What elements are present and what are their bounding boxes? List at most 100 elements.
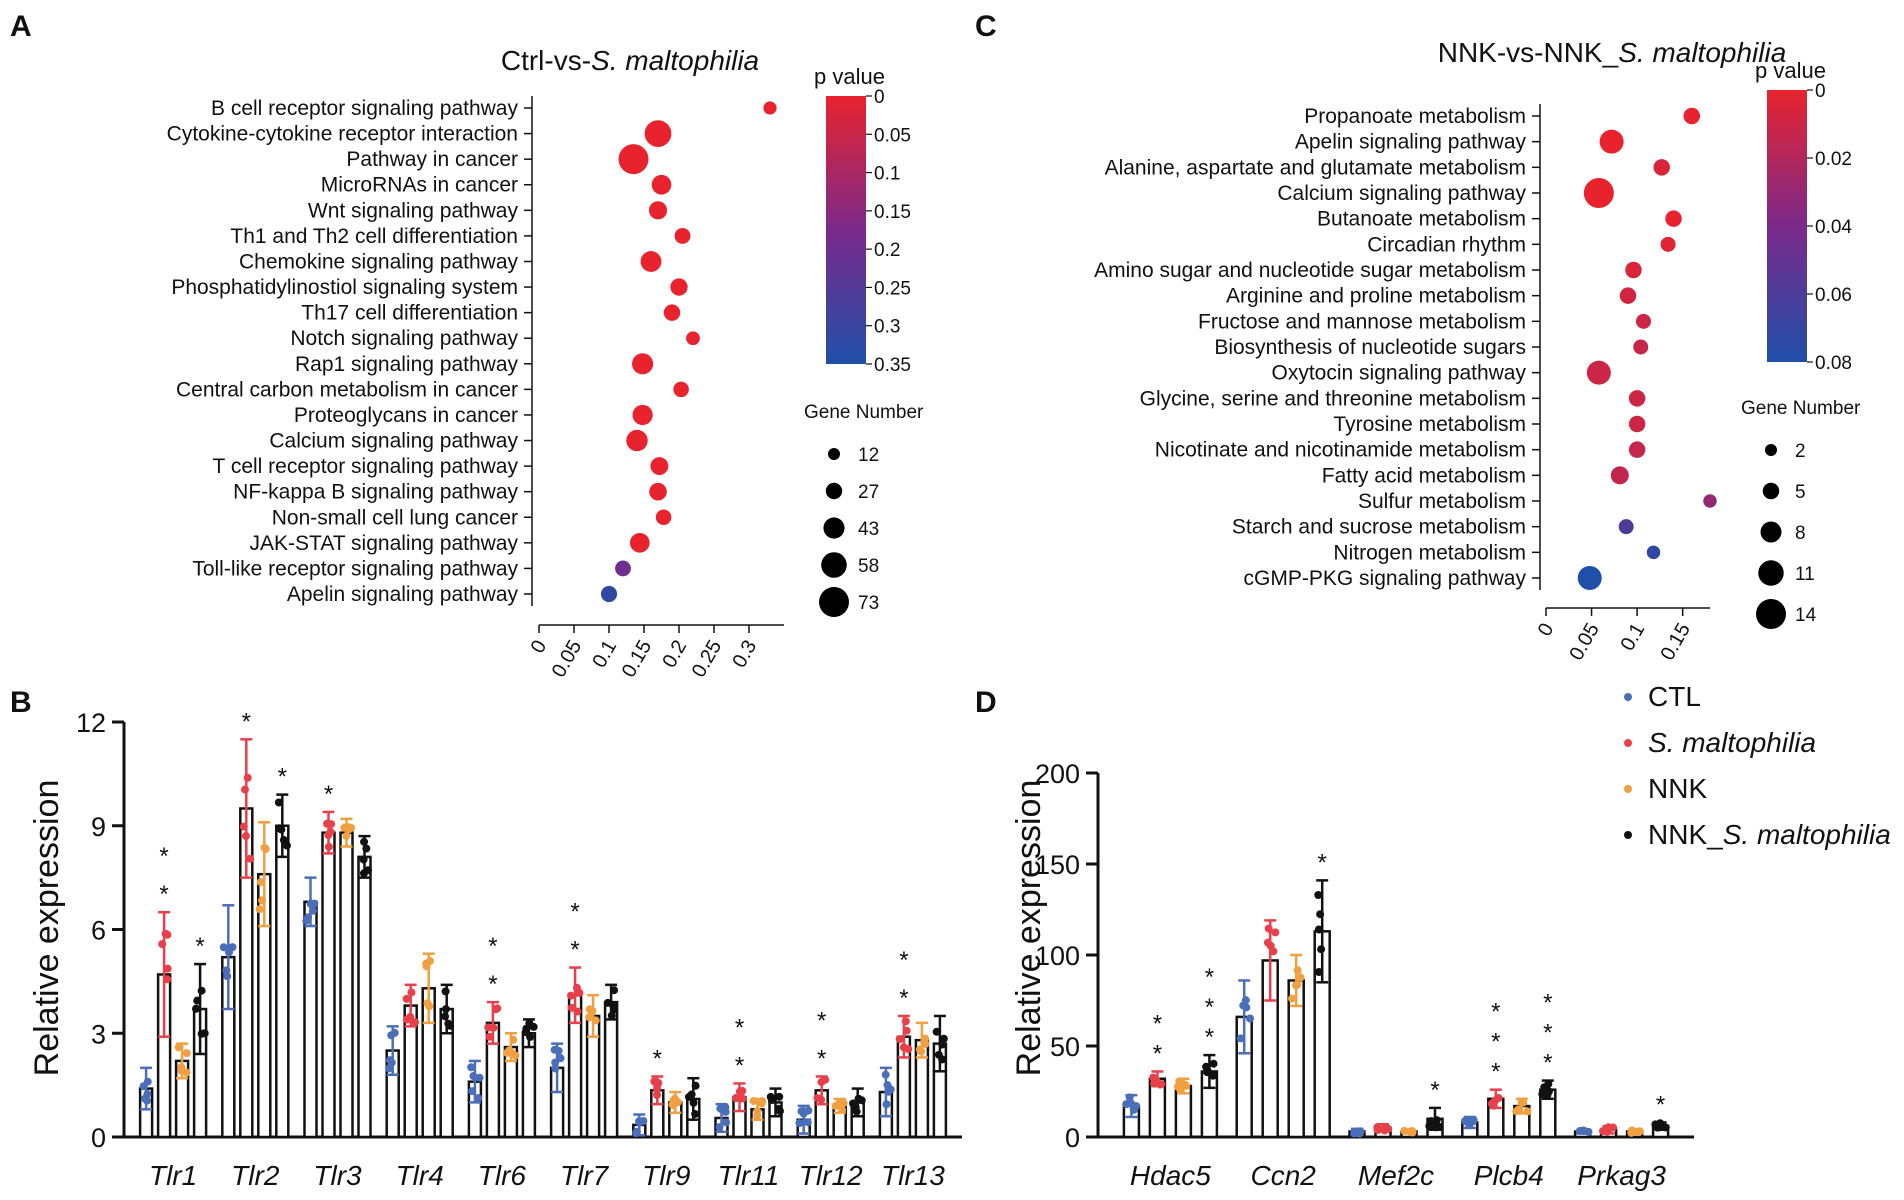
significance-star: * [570, 937, 579, 964]
bubble-point [1660, 236, 1676, 252]
chart-title: Ctrl-vs-S. maltophilia [501, 45, 759, 76]
significance-star: * [159, 881, 168, 908]
colorbar-tick-label: 0.02 [1815, 149, 1852, 170]
data-dot [140, 1094, 149, 1103]
bubble-point [1646, 545, 1661, 560]
data-dot [223, 972, 232, 981]
data-dot [222, 966, 231, 975]
data-dot [591, 1016, 600, 1025]
gene-number-legend-dot [823, 517, 845, 539]
colorbar-tick-label: 0.35 [874, 355, 911, 376]
data-dot [526, 1033, 535, 1042]
data-dot [1604, 1125, 1613, 1134]
gene-number-legend-dot [828, 448, 840, 460]
significance-star: * [1656, 1091, 1665, 1118]
gene-category-label: Tlr1 [149, 1160, 197, 1191]
data-dot [609, 1002, 618, 1011]
data-dot [573, 1007, 582, 1016]
data-dot [467, 1063, 476, 1072]
x-tick-label: 0.15 [618, 637, 657, 682]
data-dot [1314, 968, 1323, 977]
data-dot [1246, 1014, 1255, 1023]
bar [275, 824, 290, 1139]
data-dot [767, 1095, 776, 1104]
gene-category-label: Tlr2 [231, 1160, 280, 1191]
significance-star: * [488, 933, 497, 960]
gene-category-label: Tlr11 [718, 1160, 780, 1191]
bubble-point [1628, 390, 1646, 407]
data-dot [362, 844, 371, 853]
pathway-label: Arginine and proline metabolism [1226, 285, 1526, 308]
data-dot [1125, 1093, 1134, 1102]
y-tick-label: 9 [91, 812, 106, 842]
legend-dot-ctl [1624, 693, 1632, 701]
data-dot [485, 1032, 494, 1041]
legend-label-plain: NNK_ [1648, 819, 1723, 850]
gene-category-label: Tlr9 [642, 1160, 690, 1191]
data-dot [932, 1027, 941, 1036]
significance-star: * [195, 933, 204, 960]
data-dot [1314, 925, 1323, 934]
data-dot [308, 906, 317, 915]
data-dot [819, 1076, 828, 1085]
colorbar-tick-label: 0.15 [874, 202, 911, 223]
data-dot [831, 1101, 840, 1110]
significance-star: * [1491, 1029, 1500, 1056]
gene-number-legend-label: 8 [1795, 523, 1806, 544]
pathway-label: Toll-like receptor signaling pathway [192, 557, 518, 580]
data-dot [838, 1106, 847, 1115]
significance-star: * [1543, 1050, 1552, 1077]
data-dot [182, 1068, 191, 1077]
legend-label-italic: S. maltophilia [1648, 727, 1816, 758]
bubble-point [632, 404, 653, 426]
data-dot [493, 1004, 502, 1013]
bubble-point [686, 331, 700, 346]
gene-number-legend-dot [825, 482, 843, 500]
data-dot [1156, 1080, 1165, 1089]
bubble-point [1619, 287, 1637, 304]
pathway-label: Apelin signaling pathway [287, 583, 519, 606]
data-dot [240, 785, 249, 794]
data-dot [177, 1063, 186, 1072]
significance-star: * [817, 1007, 826, 1034]
significance-star: * [899, 985, 908, 1012]
data-dot [193, 996, 202, 1005]
data-dot [163, 964, 172, 973]
pathway-label: Sulfur metabolism [1358, 490, 1526, 513]
bubble-point [1628, 415, 1646, 433]
data-dot [163, 975, 172, 984]
data-dot [502, 1048, 511, 1057]
data-dot [197, 986, 206, 995]
data-dot [1400, 1126, 1409, 1135]
y-tick-label: 12 [76, 708, 106, 738]
data-dot [902, 1026, 911, 1035]
data-dot [306, 899, 315, 908]
gene-category-label: Plcb4 [1474, 1160, 1544, 1191]
pathway-label: Amino sugar and nucleotide sugar metabol… [1094, 259, 1526, 282]
data-dot [804, 1106, 813, 1115]
colorbar-tick-label: 0.05 [874, 125, 911, 146]
bubble-point [1586, 360, 1611, 385]
data-dot [774, 1104, 783, 1113]
data-dot [511, 1051, 520, 1060]
data-dot [1202, 1062, 1211, 1071]
data-dot [228, 943, 237, 952]
bubble-point [1618, 519, 1634, 535]
pathway-label: Fatty acid metabolism [1322, 464, 1526, 487]
data-dot [192, 1004, 201, 1013]
x-tick-label: 0.05 [1565, 620, 1604, 665]
data-dot [474, 1094, 483, 1103]
pathway-label: Calcium signaling pathway [269, 430, 518, 453]
legend-label-nnk: NNK [1648, 773, 1707, 804]
gene-number-legend-label: 27 [858, 482, 879, 503]
panel-b-bar-chart: 0 3 6 9 12 Relative expression Tlr1 Tlr2 Tlr3 Tlr… [28, 708, 962, 1191]
data-dot [441, 987, 450, 996]
data-dot [795, 1119, 804, 1128]
panel-c-bubble-chart: NNK-vs-NNK_S. maltophilia Propanoate meta… [1094, 37, 1861, 664]
data-dot [1523, 1107, 1532, 1116]
data-dot [556, 1054, 565, 1063]
data-dot [359, 869, 368, 878]
bubble-point [1577, 566, 1602, 590]
bubble-point [649, 482, 667, 501]
